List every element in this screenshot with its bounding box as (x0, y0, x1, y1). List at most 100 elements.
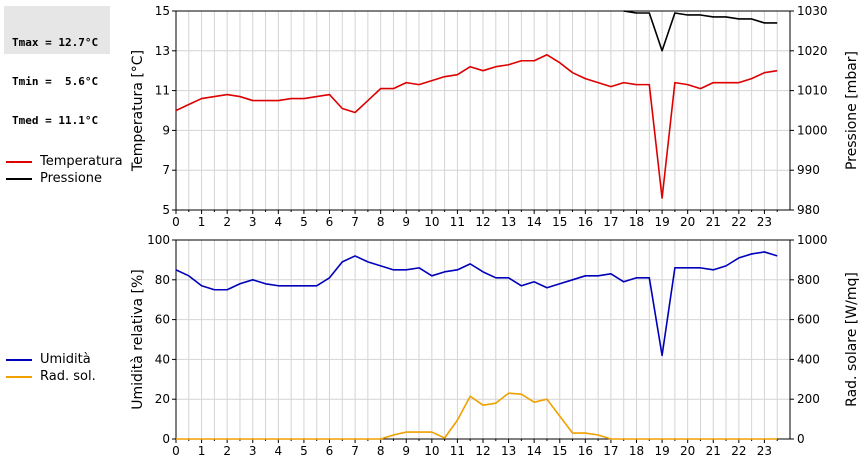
series-line-temperatura (176, 53, 778, 199)
x-tick-label: 19 (654, 444, 669, 458)
y-right-tick-label: 1030 (797, 4, 828, 18)
x-tick-label: 6 (326, 444, 334, 458)
x-tick-label: 1 (198, 215, 206, 229)
legend-item-radsol: Rad. sol. (6, 368, 96, 385)
legend-label-temperatura: Temperatura (40, 154, 123, 169)
series-line-umidita (176, 251, 778, 357)
y-right-tick-label: 1000 (797, 233, 828, 247)
x-tick-label: 5 (300, 444, 308, 458)
x-tick-label: 7 (351, 444, 359, 458)
x-tick-label: 2 (223, 215, 231, 229)
x-tick-label: 21 (706, 215, 721, 229)
x-tick-label: 14 (527, 215, 542, 229)
y-left-tick-label: 7 (162, 163, 170, 177)
x-tick-label: 15 (552, 444, 567, 458)
x-tick-label: 22 (731, 444, 746, 458)
x-tick-label: 20 (680, 215, 695, 229)
series-line-pressione (623, 10, 778, 52)
legend-item-temperatura: Temperatura (6, 153, 123, 170)
y-right-tick-label: 1010 (797, 84, 828, 98)
y-left-tick-label: 60 (155, 313, 170, 327)
x-tick-label: 11 (450, 444, 465, 458)
x-tick-label: 14 (527, 444, 542, 458)
y-left-tick-label: 13 (155, 44, 170, 58)
x-tick-label: 20 (680, 444, 695, 458)
y-left-tick-label: 100 (147, 233, 170, 247)
x-tick-label: 0 (172, 215, 180, 229)
y-right-tick-label: 980 (797, 203, 820, 217)
x-tick-label: 8 (377, 444, 385, 458)
y-axis-label-right: Pressione [mbar] (844, 51, 860, 170)
x-tick-label: 3 (249, 215, 257, 229)
y-right-tick-label: 400 (797, 352, 820, 366)
x-tick-label: 11 (450, 215, 465, 229)
y-left-tick-label: 40 (155, 352, 170, 366)
x-tick-label: 8 (377, 215, 385, 229)
y-right-tick-label: 800 (797, 273, 820, 287)
legend-swatch-pressione (6, 177, 32, 180)
x-tick-label: 2 (223, 444, 231, 458)
tmax-text: Tmax = 12.7°C (12, 36, 99, 49)
y-left-tick-label: 80 (155, 273, 170, 287)
y-axis-label-right: Rad. solare [W/mq] (844, 272, 860, 407)
x-tick-label: 19 (654, 215, 669, 229)
y-right-tick-label: 600 (797, 313, 820, 327)
x-tick-label: 4 (275, 444, 283, 458)
x-tick-label: 18 (629, 444, 644, 458)
y-left-tick-label: 9 (162, 123, 170, 137)
x-tick-label: 21 (706, 444, 721, 458)
x-tick-label: 17 (603, 444, 618, 458)
y-left-tick-label: 20 (155, 392, 170, 406)
x-tick-label: 1 (198, 444, 206, 458)
tmed-text: Tmed = 11.1°C (12, 114, 99, 127)
x-tick-label: 12 (475, 444, 490, 458)
legend-item-pressione: Pressione (6, 170, 123, 187)
y-axis-label-left: Temperatura [°C] (130, 50, 146, 172)
legend-label-pressione: Pressione (40, 171, 103, 186)
x-tick-label: 4 (275, 215, 283, 229)
y-left-tick-label: 5 (162, 203, 170, 217)
x-tick-label: 23 (757, 215, 772, 229)
x-tick-label: 0 (172, 444, 180, 458)
y-left-tick-label: 15 (155, 4, 170, 18)
x-tick-label: 13 (501, 215, 516, 229)
legend-top: Temperatura Pressione (6, 153, 123, 187)
y-right-tick-label: 990 (797, 163, 820, 177)
x-tick-label: 5 (300, 215, 308, 229)
x-tick-label: 15 (552, 215, 567, 229)
legend-bottom: Umidità Rad. sol. (6, 351, 96, 385)
x-tick-label: 17 (603, 215, 618, 229)
x-tick-label: 16 (578, 215, 593, 229)
x-tick-label: 6 (326, 215, 334, 229)
y-left-tick-label: 11 (155, 84, 170, 98)
x-tick-label: 18 (629, 215, 644, 229)
x-tick-label: 10 (424, 444, 439, 458)
y-left-tick-label: 0 (162, 432, 170, 446)
legend-item-umidita: Umidità (6, 351, 96, 368)
x-tick-label: 16 (578, 444, 593, 458)
legend-swatch-radsol (6, 375, 32, 378)
x-tick-label: 10 (424, 215, 439, 229)
series-line-rad-sol (176, 392, 778, 440)
y-right-tick-label: 0 (797, 432, 805, 446)
tmin-text: Tmin = 5.6°C (12, 75, 99, 88)
x-tick-label: 22 (731, 215, 746, 229)
x-tick-label: 13 (501, 444, 516, 458)
stats-box: Tmax = 12.7°C Tmin = 5.6°C Tmed = 11.1°C (4, 6, 110, 127)
x-tick-label: 12 (475, 215, 490, 229)
x-tick-label: 3 (249, 444, 257, 458)
y-axis-label-left: Umidità relativa [%] (130, 269, 146, 410)
legend-swatch-umidita (6, 358, 32, 361)
chart-panel-1: 0 1 2 3 4 5 6 7 8 9 10 11 12 13 14 15 16 17 18 19 20 21 22 2302… (130, 233, 860, 458)
x-tick-label: 23 (757, 444, 772, 458)
legend-label-radsol: Rad. sol. (40, 369, 96, 384)
x-tick-label: 9 (402, 444, 410, 458)
legend-swatch-temperatura (6, 160, 32, 163)
legend-label-umidita: Umidità (40, 352, 91, 367)
x-tick-label: 9 (402, 215, 410, 229)
y-right-tick-label: 200 (797, 392, 820, 406)
chart-panel-0: 0 1 2 3 4 5 6 7 8 9 10 11 12 13 14 15 16 17 18 19 20 21 22 2357… (130, 4, 860, 229)
y-right-tick-label: 1020 (797, 44, 828, 58)
x-tick-label: 7 (351, 215, 359, 229)
